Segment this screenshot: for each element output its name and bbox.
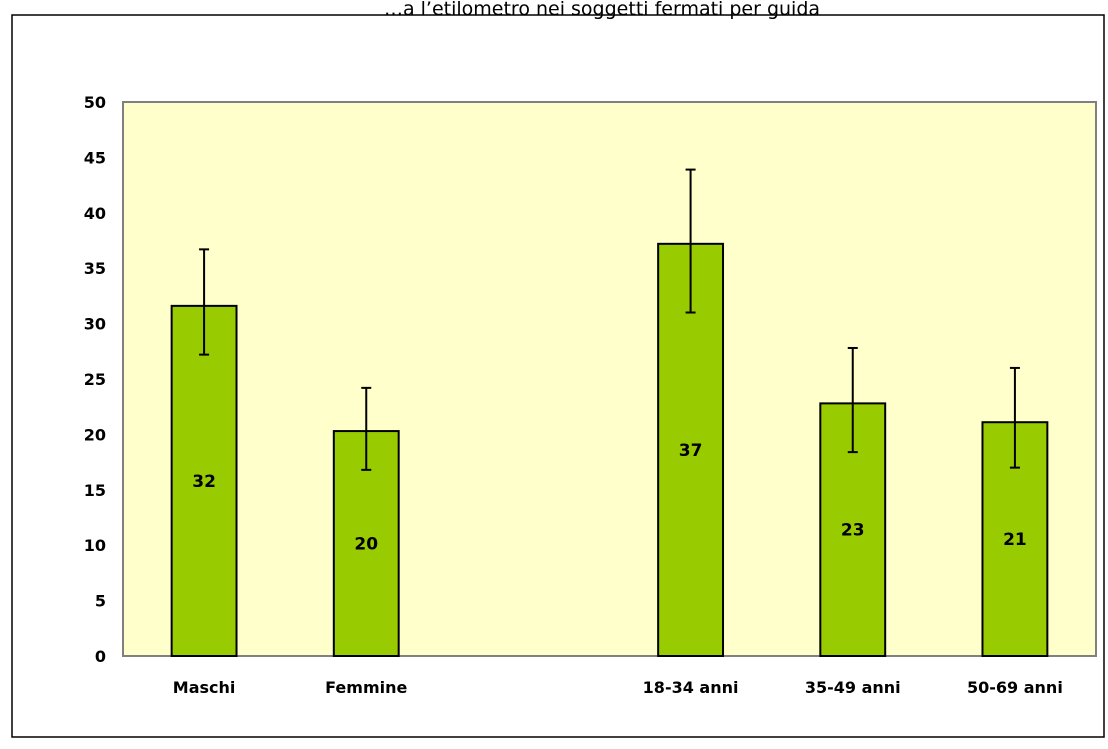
y-tick-label: 15 xyxy=(84,481,106,500)
y-tick-label: 5 xyxy=(95,592,106,611)
x-category-label: 50-69 anni xyxy=(967,678,1063,697)
x-category-label: 18-34 anni xyxy=(643,678,739,697)
y-tick-label: 45 xyxy=(84,148,106,167)
data-label: 21 xyxy=(1003,530,1027,550)
y-tick-label: 40 xyxy=(84,204,106,223)
data-label: 20 xyxy=(354,535,378,555)
chart-title: …a l’etilometro nei soggetti fermati per… xyxy=(384,0,820,20)
y-tick-label: 35 xyxy=(84,259,106,278)
bars-group: 32 20 37 23 21 xyxy=(170,168,1049,657)
y-tick-label: 10 xyxy=(84,536,106,555)
data-label: 23 xyxy=(841,521,865,541)
y-tick-label: 20 xyxy=(84,425,106,444)
y-tick-label: 50 xyxy=(84,93,106,112)
bar xyxy=(170,304,238,657)
data-label: 37 xyxy=(679,441,703,461)
plot-area xyxy=(122,101,1097,657)
x-axis-labels: Maschi Femmine 18-34 anni 35-49 anni 50-69 a… xyxy=(173,678,1063,697)
y-tick-label: 0 xyxy=(95,647,106,666)
y-tick-label: 25 xyxy=(84,370,106,389)
y-tick-label: 30 xyxy=(84,315,106,334)
data-label: 32 xyxy=(192,472,216,492)
y-axis: 0 5 10 15 20 25 30 35 40 45 50 xyxy=(84,93,106,666)
x-category-label: Maschi xyxy=(173,678,236,697)
x-category-label: 35-49 anni xyxy=(805,678,901,697)
x-category-label: Femmine xyxy=(325,678,407,697)
